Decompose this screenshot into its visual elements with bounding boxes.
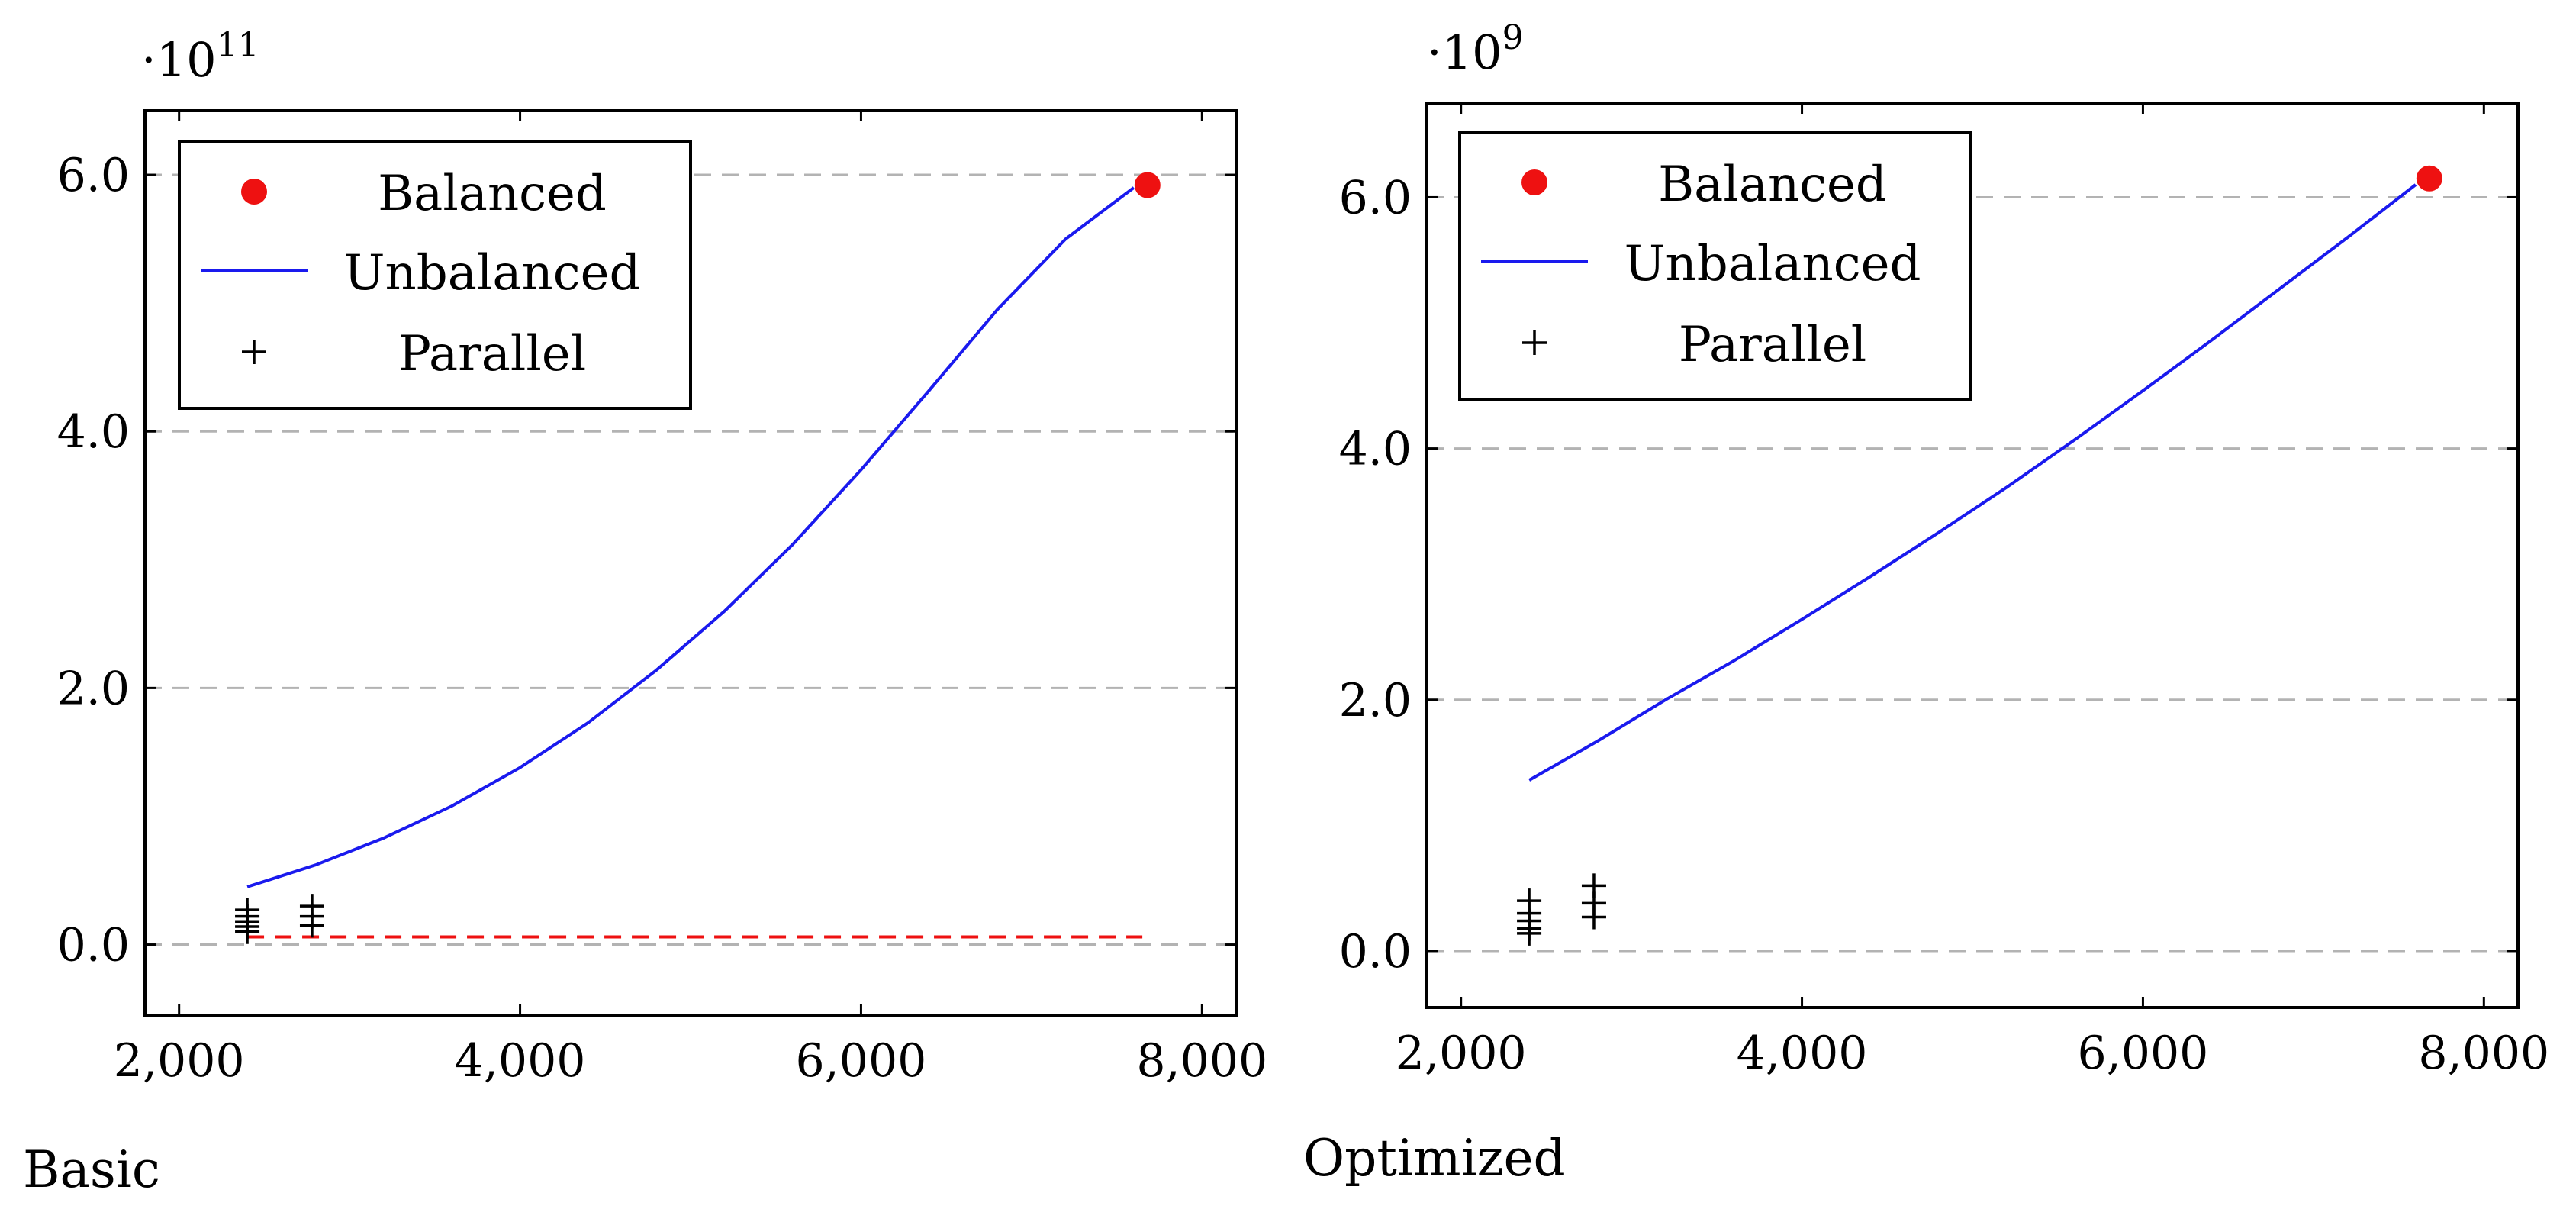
x-tick-label: 8,000 <box>1136 1034 1267 1088</box>
legend-label: Unbalanced <box>344 245 641 301</box>
x-tick-label: 4,000 <box>1737 1027 1868 1080</box>
parallel-point <box>1517 888 1542 914</box>
chart-caption: Optimized <box>1303 1129 1566 1188</box>
legend-balanced-marker <box>1521 169 1547 195</box>
y-tick-label: 0.0 <box>1339 925 1412 979</box>
x-tick-label: 4,000 <box>455 1034 586 1088</box>
plot-frame <box>1425 102 2520 1009</box>
x-tick-label: 6,000 <box>796 1034 927 1088</box>
y-tick-label: 6.0 <box>57 149 130 202</box>
legend-balanced-marker <box>241 179 267 205</box>
x-tick-label: 2,000 <box>114 1034 245 1088</box>
legend-label: Unbalanced <box>1624 236 1921 292</box>
x-tick-label: 8,000 <box>2418 1027 2549 1080</box>
axis-multiplier-base: ·10 <box>141 32 217 88</box>
parallel-point <box>299 894 324 919</box>
balanced-point <box>1134 172 1161 198</box>
x-tick-label: 2,000 <box>1396 1027 1527 1080</box>
axis-multiplier-exponent: 11 <box>217 26 259 65</box>
y-tick-label: 0.0 <box>57 919 130 972</box>
plot-frame <box>143 109 1238 1017</box>
legend: Balanced Unbalanced Parallel <box>1458 131 1972 401</box>
chart-optimized: 2,000 4,000 6,000 8,000 0.0 2.0 4.0 6.0 ·109 Bala… <box>1303 18 2549 1188</box>
axis-multiplier-exponent: 9 <box>1502 18 1524 57</box>
unbalanced-series-line <box>246 186 1135 888</box>
legend: Balanced Unbalanced Parallel <box>178 140 692 410</box>
x-tick-label: 6,000 <box>2078 1027 2209 1080</box>
unbalanced-series-line <box>1528 183 2417 782</box>
balanced-point <box>2416 165 2442 192</box>
y-tick-label: 4.0 <box>1339 423 1412 476</box>
y-tick-label: 2.0 <box>1339 674 1412 727</box>
axis-multiplier: ·109 <box>1427 18 1524 80</box>
legend-label: Balanced <box>378 166 607 222</box>
legend-label: Parallel <box>1679 317 1866 373</box>
y-tick-label: 4.0 <box>57 405 130 459</box>
chart-caption: Basic <box>23 1140 160 1199</box>
y-tick-label: 2.0 <box>57 662 130 715</box>
axis-multiplier-base: ·10 <box>1427 24 1502 80</box>
legend-label: Balanced <box>1658 156 1887 213</box>
axis-multiplier: ·1011 <box>141 26 259 88</box>
parallel-point <box>1581 873 1606 898</box>
chart-basic: 2,000 4,000 6,000 8,000 0.0 2.0 4.0 6.0 ·1011 Bal… <box>23 26 1267 1199</box>
y-tick-label: 6.0 <box>1339 171 1412 224</box>
parallel-point <box>235 898 260 923</box>
legend-label: Parallel <box>398 326 586 382</box>
